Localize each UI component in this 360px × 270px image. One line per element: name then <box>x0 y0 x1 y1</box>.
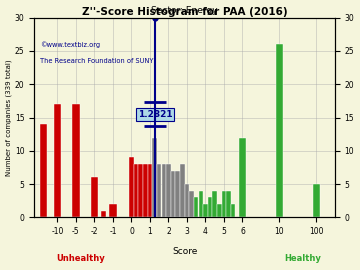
Text: ©www.textbiz.org: ©www.textbiz.org <box>40 42 100 48</box>
Bar <box>199 191 203 217</box>
X-axis label: Score: Score <box>172 247 197 256</box>
Bar <box>231 204 235 217</box>
Bar <box>139 164 143 217</box>
Bar <box>54 104 61 217</box>
Bar <box>134 164 138 217</box>
Bar <box>148 164 152 217</box>
Bar <box>171 171 175 217</box>
Bar <box>180 164 185 217</box>
Bar <box>102 211 106 217</box>
Bar <box>194 197 198 217</box>
Bar <box>226 191 231 217</box>
Text: Healthy: Healthy <box>284 254 321 263</box>
Bar <box>72 104 80 217</box>
Title: Z''-Score Histogram for PAA (2016): Z''-Score Histogram for PAA (2016) <box>82 7 287 17</box>
Bar <box>239 137 246 217</box>
Bar <box>157 164 161 217</box>
Bar <box>152 137 157 217</box>
Text: 1.2821: 1.2821 <box>138 110 172 119</box>
Bar <box>129 157 134 217</box>
Bar <box>162 164 166 217</box>
Bar <box>175 171 180 217</box>
Bar <box>222 191 226 217</box>
Bar <box>313 184 320 217</box>
Bar <box>185 184 189 217</box>
Bar <box>208 197 212 217</box>
Bar <box>109 204 117 217</box>
Bar <box>166 164 171 217</box>
Text: The Research Foundation of SUNY: The Research Foundation of SUNY <box>40 58 154 64</box>
Bar <box>217 204 221 217</box>
Bar <box>40 124 47 217</box>
Bar <box>143 164 148 217</box>
Bar <box>203 204 208 217</box>
Text: Unhealthy: Unhealthy <box>56 254 105 263</box>
Y-axis label: Number of companies (339 total): Number of companies (339 total) <box>5 59 12 176</box>
Bar <box>212 191 217 217</box>
Bar <box>91 177 98 217</box>
Bar <box>276 44 283 217</box>
Bar <box>189 191 194 217</box>
Text: Sector: Energy: Sector: Energy <box>151 6 218 15</box>
